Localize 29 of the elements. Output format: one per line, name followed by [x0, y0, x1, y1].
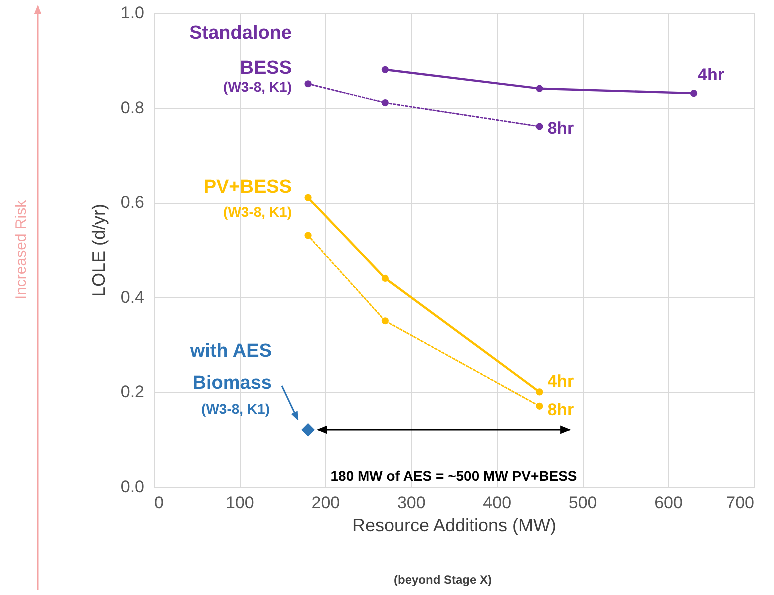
annotation: (W3-8, K1)	[224, 204, 292, 220]
series-label: 8hr	[548, 400, 575, 420]
text: Increased Risk	[13, 200, 30, 300]
series-label: 4hr	[698, 66, 725, 85]
x-tick-label: 700	[726, 494, 754, 512]
text: (beyond Stage X)	[394, 573, 492, 587]
y-tick-label: 1.0	[120, 4, 144, 22]
y-tick-label: 0.0	[120, 478, 144, 496]
y-tick-label: 0.4	[120, 288, 144, 307]
y-axis-title: LOLE (d/yr)	[88, 204, 109, 298]
annotation: (W3-8, K1)	[202, 401, 270, 417]
y-tick-label: 0.6	[120, 193, 144, 212]
x-tick-label: 400	[483, 494, 512, 512]
annotation: with AES Biomass	[189, 341, 272, 394]
annotation: (W3-8, K1)	[224, 79, 292, 95]
annotation: 180 MW of AES = ~500 MW PV+BESS	[330, 468, 578, 484]
y-tick-label: 0.8	[120, 98, 144, 118]
x-tick-label: 0	[154, 494, 164, 512]
y-tick-label: 0.2	[120, 382, 144, 402]
x-axis-title: Resource Additions (MW)	[352, 516, 557, 536]
annotation: PV+BESS	[204, 177, 292, 198]
x-tick-label: 300	[397, 494, 426, 512]
series-label: 8hr	[548, 118, 575, 138]
x-tick-label: 600	[654, 494, 683, 512]
x-tick-label: 100	[226, 494, 254, 512]
series-label: 4hr	[548, 372, 575, 392]
annotation: Standalone BESS	[190, 23, 292, 79]
x-tick-label: 200	[312, 494, 340, 512]
x-tick-label: 500	[568, 494, 598, 512]
